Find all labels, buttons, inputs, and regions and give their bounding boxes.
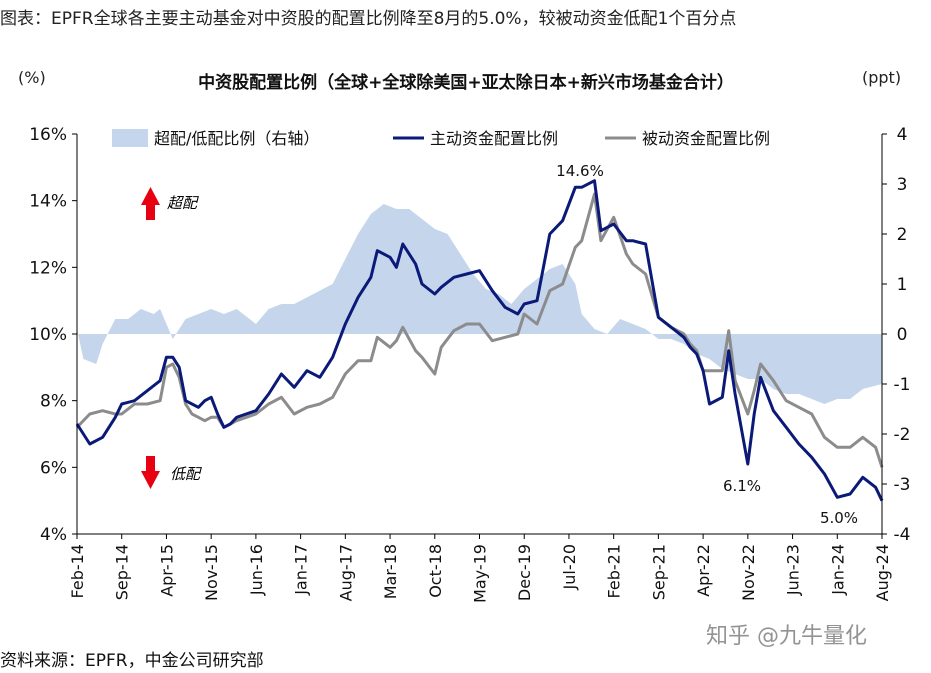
peak-annotation: 14.6% [556,162,604,180]
x-tick-label: Oct-18 [426,544,445,598]
overweight-arrow [141,187,160,220]
x-tick-label: Sep-14 [113,544,132,600]
active-fund-line [75,179,884,502]
x-tick-label: Apr-22 [694,544,713,597]
right-tick-label: 3 [897,175,908,195]
x-tick-label: May-19 [471,544,490,603]
right-tick-label: -2 [894,425,911,445]
passive-fund-line [75,192,884,468]
underweight-label: 低配 [170,465,202,483]
left-tick-label: 14% [29,192,67,212]
x-tick-label: Feb-21 [605,544,624,598]
x-tick-label: Mar-18 [381,544,400,599]
right-tick-label: -4 [894,525,911,545]
left-tick-label: 10% [29,325,67,345]
right-axis-unit: (ppt) [862,68,901,87]
chart-area: 中资股配置比例（全球+全球除美国+亚太除日本+新兴市场基金合计） (%) (ppt)… [0,55,931,645]
legend-swatch-area [112,129,148,147]
x-tick-label: Sep-21 [649,544,668,600]
underweight-arrow [141,456,160,489]
watermark: 知乎 @九牛量化 [706,624,867,649]
x-tick-label: Jun-23 [784,544,803,596]
x-tick-label: Aug-17 [336,544,355,601]
x-tick-label: Jan-24 [828,544,847,596]
left-tick-label: 16% [29,125,67,145]
source-note: 资料来源：EPFR，中金公司研究部 [0,651,264,671]
x-tick-label: Apr-15 [157,544,176,597]
right-tick-label: -3 [894,475,911,495]
x-tick-label: Dec-19 [515,544,534,601]
left-axis-unit: (%) [18,68,46,87]
x-tick-label: Nov-15 [202,544,221,601]
right-tick-label: -1 [894,375,911,395]
left-tick-label: 4% [40,525,67,545]
overweight-label: 超配 [167,194,199,212]
page-title: 图表：EPFR全球各主要主动基金对中资股的配置比例降至8月的5.0%，较被动资金… [0,9,737,29]
low-2022-annotation: 6.1% [723,477,761,495]
x-tick-label: Jan-17 [292,544,311,596]
right-tick-label: 0 [897,325,908,345]
right-tick-label: 4 [897,125,908,145]
legend-label-active: 主动资金配置比例 [430,129,558,148]
left-tick-label: 12% [29,258,67,278]
legend-label-passive: 被动资金配置比例 [642,129,770,148]
chart-title: 中资股配置比例（全球+全球除美国+亚太除日本+新兴市场基金合计） [198,72,734,93]
area-overweight-underweight [77,204,882,404]
x-tick-label: Feb-14 [68,544,87,598]
right-tick-label: 1 [897,275,908,295]
allocation-chart: 中资股配置比例（全球+全球除美国+亚太除日本+新兴市场基金合计） (%) (ppt)… [18,68,911,603]
x-tick-label: Jun-16 [247,544,266,596]
x-tick-label: Jul-20 [560,544,579,590]
latest-annotation: 5.0% [820,509,858,527]
x-tick-label: Aug-24 [873,544,892,601]
x-tick-label: Nov-22 [739,544,758,601]
right-tick-label: 2 [897,225,908,245]
legend-label-area: 超配/低配比例（右轴） [154,129,319,148]
left-tick-label: 8% [40,392,67,412]
left-tick-label: 6% [40,458,67,478]
